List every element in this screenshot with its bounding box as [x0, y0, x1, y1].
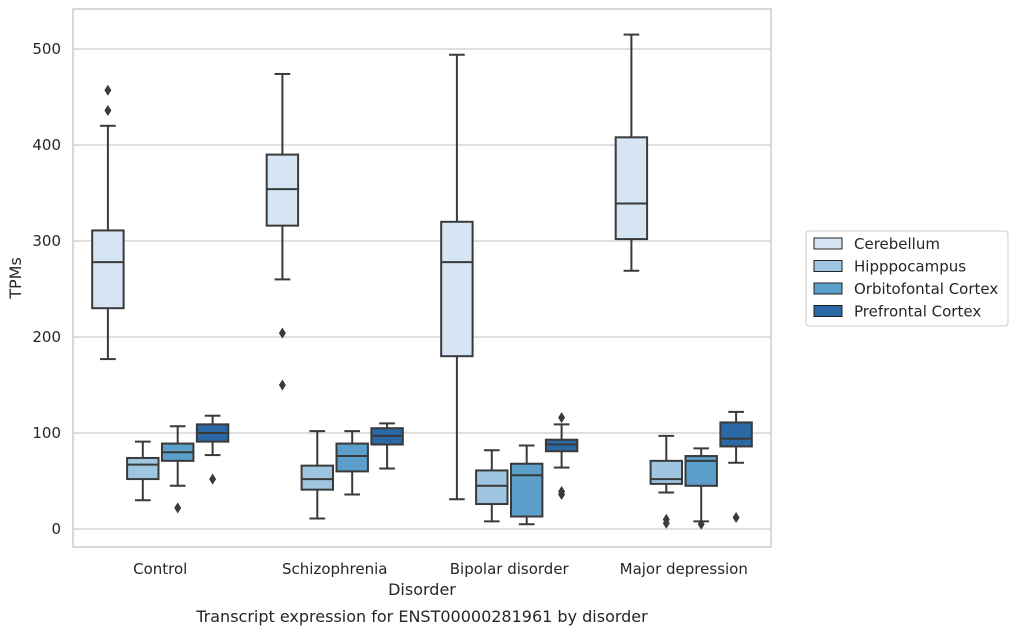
outlier-marker — [558, 486, 566, 498]
y-axis: 0 100 200 300 400 500 — [32, 40, 61, 538]
legend-swatch — [813, 260, 843, 272]
box-prefrontal-cortex — [544, 412, 579, 500]
plot-area — [91, 33, 753, 530]
x-tick-label: Major depression — [620, 560, 748, 578]
outlier-marker — [558, 412, 566, 424]
legend-item: Orbitofontal Cortex — [813, 280, 998, 298]
box-hipppocampus — [475, 449, 509, 523]
y-tick-label: 400 — [32, 136, 61, 154]
x-axis-label: Disorder — [388, 580, 456, 599]
box-iqr — [126, 456, 160, 481]
legend-label: Cerebellum — [854, 235, 940, 253]
box-orbitofontal-cortex — [335, 430, 369, 496]
box-iqr — [300, 464, 335, 491]
legend-swatch — [813, 282, 843, 295]
box-cerebellum — [91, 84, 125, 361]
outlier-marker — [697, 518, 705, 530]
legend-label: Orbitofontal Cortex — [854, 280, 998, 298]
box-hipppocampus — [126, 440, 160, 502]
box-orbitofontal-cortex — [160, 425, 195, 514]
box-iqr — [509, 462, 544, 518]
box-iqr — [335, 442, 369, 473]
box-orbitofontal-cortex — [684, 447, 718, 530]
y-tick-label: 0 — [51, 520, 61, 538]
legend: Cerebellum Hipppocampus Orbitofontal Corte… — [805, 230, 1009, 327]
box-cerebellum — [265, 72, 300, 391]
box-prefrontal-cortex — [370, 422, 404, 470]
box-cerebellum — [614, 33, 649, 272]
outlier-marker — [174, 502, 182, 514]
plot-frame — [72, 8, 772, 548]
outlier-marker — [732, 511, 740, 523]
outlier-marker — [278, 379, 286, 391]
chart-caption: Transcript expression for ENST0000028196… — [195, 607, 648, 626]
y-tick-label: 100 — [32, 424, 61, 442]
y-tick-label: 300 — [32, 232, 61, 250]
outlier-marker — [104, 104, 112, 116]
y-axis-label: TPMs — [6, 257, 25, 300]
box-iqr — [475, 469, 509, 506]
legend-swatch — [813, 237, 843, 250]
box-iqr — [614, 136, 649, 241]
legend-item: Prefrontal Cortex — [813, 303, 981, 321]
box-iqr — [91, 229, 125, 310]
legend-item: Cerebellum — [813, 235, 940, 253]
y-tick-label: 500 — [32, 40, 61, 58]
legend-item: Hipppocampus — [813, 258, 966, 276]
y-tick-label: 200 — [32, 328, 61, 346]
legend-frame — [805, 230, 1009, 327]
x-axis: Control Schizophrenia Bipolar disorder Majo… — [133, 560, 748, 578]
outlier-marker — [662, 517, 670, 529]
outlier-marker — [278, 327, 286, 339]
x-tick-label: Control — [133, 560, 187, 578]
x-tick-label: Schizophrenia — [282, 560, 387, 578]
box-iqr — [719, 421, 753, 448]
box-iqr — [440, 220, 474, 358]
box-hipppocampus — [300, 430, 335, 520]
box-prefrontal-cortex — [719, 410, 753, 523]
box-prefrontal-cortex — [195, 414, 230, 485]
x-tick-label: Bipolar disorder — [450, 560, 570, 578]
legend-swatch — [813, 305, 843, 317]
outlier-marker — [104, 84, 112, 96]
box-cerebellum — [440, 53, 474, 501]
legend-label: Hipppocampus — [854, 258, 966, 276]
outlier-marker — [209, 473, 217, 485]
grid-lines — [73, 48, 771, 530]
box-orbitofontal-cortex — [509, 444, 544, 526]
box-hipppocampus — [649, 434, 684, 529]
box-iqr — [649, 459, 684, 485]
legend-label: Prefrontal Cortex — [854, 303, 981, 321]
